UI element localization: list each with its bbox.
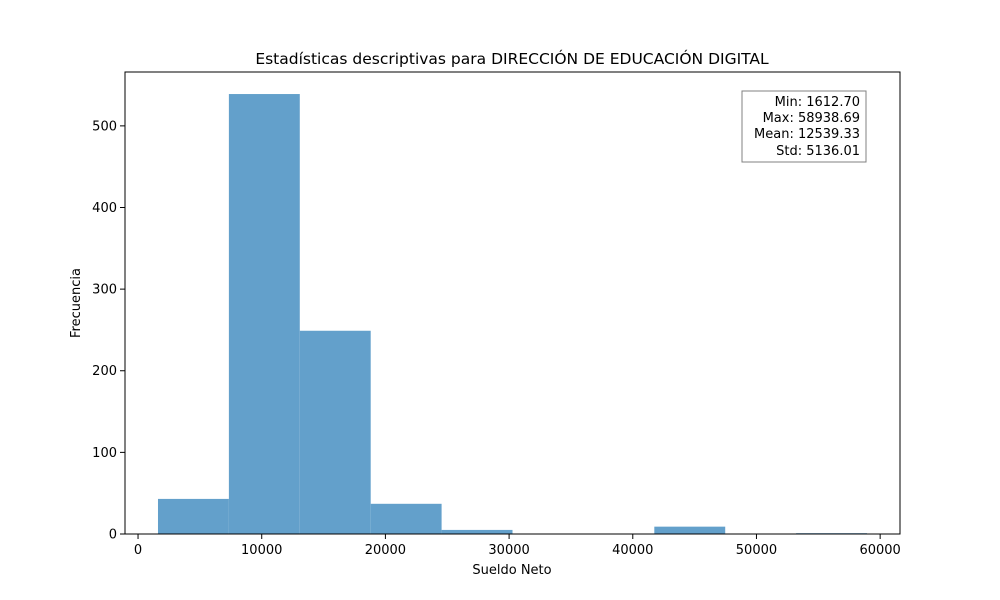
histogram-bar-1 xyxy=(228,94,300,534)
stat-std: Std: 5136.01 xyxy=(776,144,860,159)
stat-min: Min: 1612.70 xyxy=(775,95,860,110)
stats-box: Min: 1612.70 Max: 58938.69 Mean: 12539.3… xyxy=(741,90,867,163)
x-axis-ticks: 0 10000 20000 30000 40000 50000 60000 xyxy=(134,534,901,558)
histogram-bar-2 xyxy=(299,330,371,534)
x-tick-label: 50000 xyxy=(736,543,777,558)
y-tick-label: 500 xyxy=(92,119,117,134)
x-tick-label: 10000 xyxy=(241,543,282,558)
x-tick-label: 30000 xyxy=(488,543,529,558)
stat-max: Max: 58938.69 xyxy=(763,111,860,126)
y-tick-label: 400 xyxy=(92,201,117,216)
y-tick-label: 200 xyxy=(92,364,117,379)
histogram-bar-0 xyxy=(157,498,229,534)
histogram-bar-3 xyxy=(370,503,442,534)
stat-mean: Mean: 12539.33 xyxy=(754,127,860,142)
stats-box-frame xyxy=(741,90,867,163)
x-tick-label: 0 xyxy=(134,543,142,558)
y-axis-ticks: 0 100 200 300 400 500 xyxy=(92,119,125,543)
y-tick-label: 100 xyxy=(92,446,117,461)
bars-group xyxy=(157,94,868,534)
y-axis-label: Frecuencia xyxy=(69,268,84,338)
y-tick-label: 0 xyxy=(109,528,117,543)
histogram-bar-4 xyxy=(441,529,513,534)
x-tick-label: 40000 xyxy=(612,543,653,558)
chart-title: Estadísticas descriptivas para DIRECCIÓN… xyxy=(255,49,769,68)
plot-frame xyxy=(124,71,901,535)
x-tick-label: 20000 xyxy=(365,543,406,558)
y-tick-label: 300 xyxy=(92,283,117,298)
histogram-bar-7 xyxy=(654,526,726,534)
x-tick-label: 60000 xyxy=(859,543,900,558)
x-axis-label: Sueldo Neto xyxy=(472,563,551,578)
